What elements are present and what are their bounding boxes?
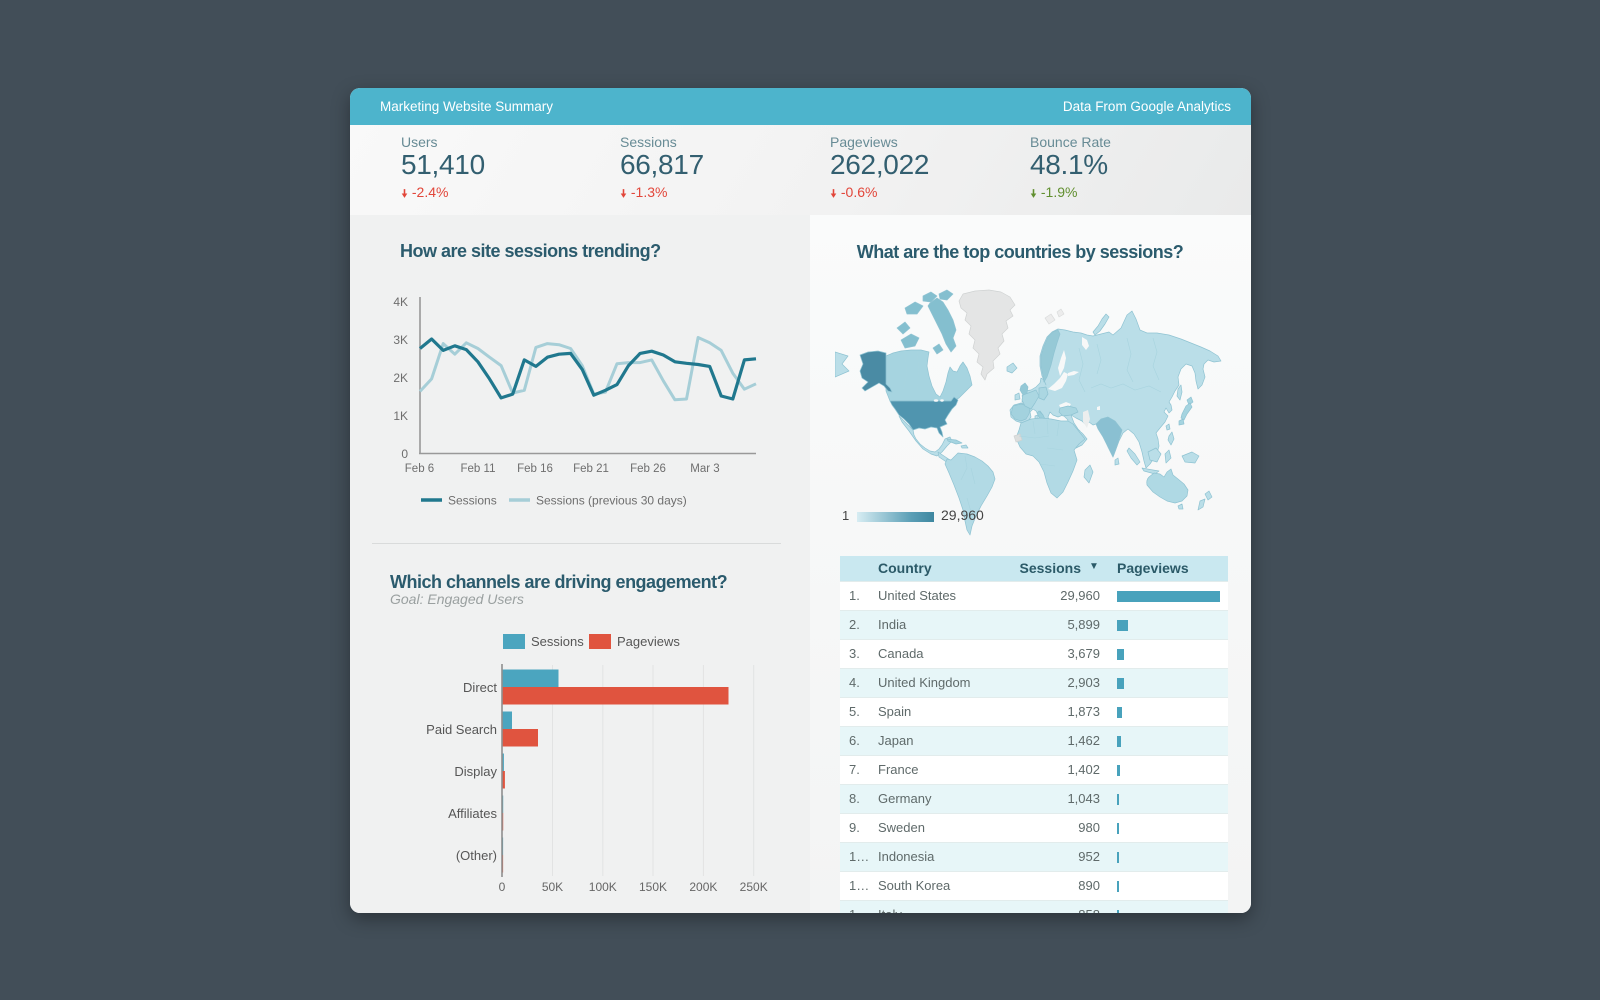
svg-text:Sessions: Sessions bbox=[531, 634, 584, 649]
svg-text:Display: Display bbox=[454, 764, 497, 779]
svg-text:Sessions (previous 30 days): Sessions (previous 30 days) bbox=[536, 494, 687, 508]
svg-text:Mar 3: Mar 3 bbox=[690, 463, 719, 475]
svg-text:Sessions: Sessions bbox=[448, 494, 497, 508]
svg-text:Feb 11: Feb 11 bbox=[461, 463, 496, 475]
svg-text:Feb 21: Feb 21 bbox=[573, 463, 609, 475]
svg-text:Direct: Direct bbox=[463, 680, 497, 695]
svg-text:2K: 2K bbox=[393, 371, 408, 385]
svg-text:100K: 100K bbox=[589, 880, 617, 894]
svg-text:0: 0 bbox=[401, 447, 408, 461]
svg-text:4K: 4K bbox=[393, 295, 408, 309]
svg-text:Affiliates: Affiliates bbox=[448, 806, 497, 821]
svg-text:Paid Search: Paid Search bbox=[426, 722, 497, 737]
svg-text:200K: 200K bbox=[689, 880, 717, 894]
svg-text:0: 0 bbox=[499, 880, 506, 894]
svg-text:Feb 6: Feb 6 bbox=[405, 463, 434, 475]
svg-text:(Other): (Other) bbox=[456, 848, 497, 863]
svg-text:50K: 50K bbox=[542, 880, 563, 894]
svg-text:250K: 250K bbox=[740, 880, 768, 894]
svg-text:Feb 16: Feb 16 bbox=[517, 463, 553, 475]
svg-text:Pageviews: Pageviews bbox=[617, 634, 680, 649]
svg-text:1K: 1K bbox=[393, 409, 408, 423]
svg-text:Feb 26: Feb 26 bbox=[630, 463, 666, 475]
svg-text:3K: 3K bbox=[393, 333, 408, 347]
svg-text:150K: 150K bbox=[639, 880, 667, 894]
